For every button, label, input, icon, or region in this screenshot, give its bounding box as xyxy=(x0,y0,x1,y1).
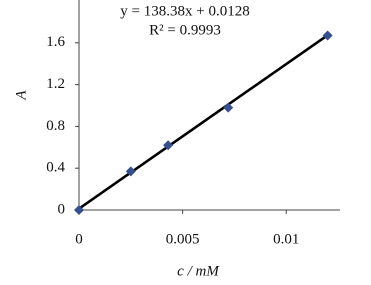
x-axis-title: c / mM xyxy=(177,263,220,279)
data-point xyxy=(223,102,234,113)
data-point xyxy=(125,166,136,177)
trendline xyxy=(78,34,329,210)
x-tick-label: 0.01 xyxy=(273,231,299,247)
data-point xyxy=(74,205,84,215)
data-point xyxy=(163,140,174,151)
r-squared: R² = 0.9993 xyxy=(149,22,221,38)
y-tick-label: 0.8 xyxy=(46,118,65,134)
trend-equation: y = 138.38x + 0.0128 xyxy=(120,3,249,19)
data-point xyxy=(322,30,333,41)
y-tick-label: 1.2 xyxy=(46,76,65,92)
y-tick-label: 0 xyxy=(58,201,66,217)
x-tick-label: 0.005 xyxy=(166,231,200,247)
y-tick-label: 0.4 xyxy=(46,160,65,176)
y-axis-title: A xyxy=(13,90,29,101)
x-tick-label: 0 xyxy=(75,231,83,247)
y-tick-label: 1.6 xyxy=(46,34,65,50)
